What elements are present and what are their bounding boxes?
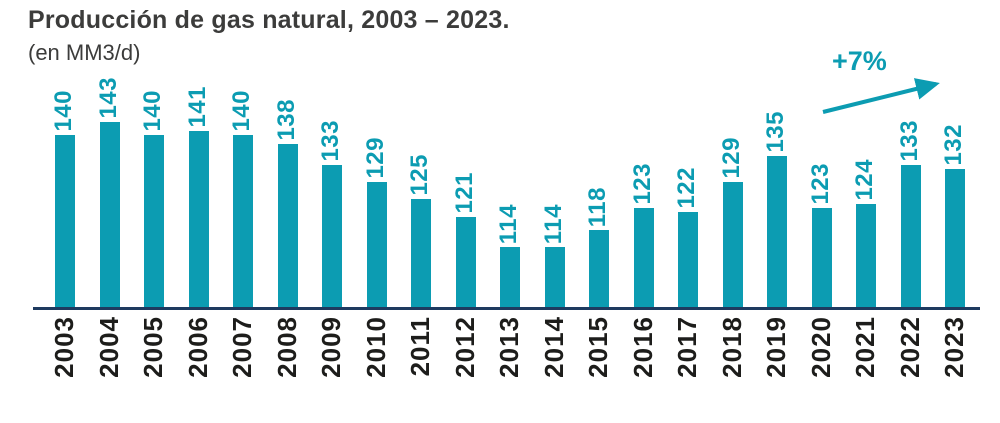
x-axis-tick-label: 2008 <box>272 316 302 378</box>
x-axis-tick-label: 2014 <box>539 316 569 378</box>
growth-arrow-icon <box>822 78 940 114</box>
bar-value-label: 114 <box>495 203 522 244</box>
bar-value-label: 122 <box>673 167 700 209</box>
x-axis-tick-label: 2005 <box>138 316 168 378</box>
bar-value-label: 140 <box>139 90 166 132</box>
x-axis-tick-label: 2021 <box>850 316 880 378</box>
bar <box>500 247 520 307</box>
bar-value-label: 140 <box>50 90 77 132</box>
x-axis-tick-label: 2020 <box>806 316 836 378</box>
bar <box>812 208 832 307</box>
bar <box>589 230 609 307</box>
x-axis-tick-label: 2016 <box>628 316 658 378</box>
bar-value-label: 123 <box>807 163 834 205</box>
bar-value-label: 133 <box>317 120 344 162</box>
x-axis-tick-label: 2012 <box>450 316 480 378</box>
bar-value-label: 114 <box>540 203 567 244</box>
x-axis-tick-label: 2010 <box>361 316 391 378</box>
bar <box>189 131 209 307</box>
bar <box>322 165 342 307</box>
bar-value-label: 140 <box>228 90 255 132</box>
x-axis-tick-label: 2006 <box>183 316 213 378</box>
x-axis-tick-label: 2003 <box>49 316 79 378</box>
x-axis-tick-label: 2015 <box>583 316 613 378</box>
bar-value-label: 143 <box>95 77 122 119</box>
bar <box>634 208 654 307</box>
x-axis-tick-label: 2004 <box>94 316 124 378</box>
bar-value-label: 135 <box>762 111 789 153</box>
bar-value-label: 129 <box>362 137 389 179</box>
bar <box>856 204 876 307</box>
bar <box>901 165 921 307</box>
bar-value-label: 138 <box>273 99 300 141</box>
bar <box>278 144 298 307</box>
x-axis-line <box>33 307 980 310</box>
x-axis-tick-label: 2018 <box>717 316 747 378</box>
bar <box>233 135 253 307</box>
bar <box>767 156 787 307</box>
bar-value-label: 121 <box>451 172 478 214</box>
x-axis-tick-label: 2017 <box>672 316 702 378</box>
bar <box>411 199 431 307</box>
chart-subtitle: (en MM3/d) <box>28 40 141 65</box>
bar-value-label: 118 <box>584 186 611 227</box>
x-axis-tick-label: 2011 <box>405 316 435 377</box>
bar-value-label: 132 <box>940 124 967 166</box>
x-axis-tick-label: 2009 <box>316 316 346 378</box>
bar-value-label: 125 <box>406 154 433 196</box>
chart-title: Producción de gas natural, 2003 – 2023. <box>28 6 510 34</box>
bar <box>55 135 75 307</box>
bar-value-label: 133 <box>896 120 923 162</box>
x-axis-tick-label: 2022 <box>895 316 925 378</box>
x-axis-tick-label: 2023 <box>939 316 969 378</box>
growth-annotation-label: +7% <box>832 46 887 76</box>
bar <box>100 122 120 307</box>
bar <box>456 217 476 307</box>
bar <box>678 212 698 307</box>
x-axis-tick-label: 2007 <box>227 316 257 378</box>
x-axis-tick-label: 2019 <box>761 316 791 378</box>
x-axis-tick-label: 2013 <box>494 316 524 378</box>
bar-value-label: 129 <box>718 137 745 179</box>
bar-value-label: 123 <box>629 163 656 205</box>
bar <box>144 135 164 307</box>
bar-value-label: 124 <box>851 159 878 201</box>
bar <box>545 247 565 307</box>
bar <box>945 169 965 307</box>
bar <box>367 182 387 307</box>
bar <box>723 182 743 307</box>
bar-value-label: 141 <box>184 86 211 128</box>
